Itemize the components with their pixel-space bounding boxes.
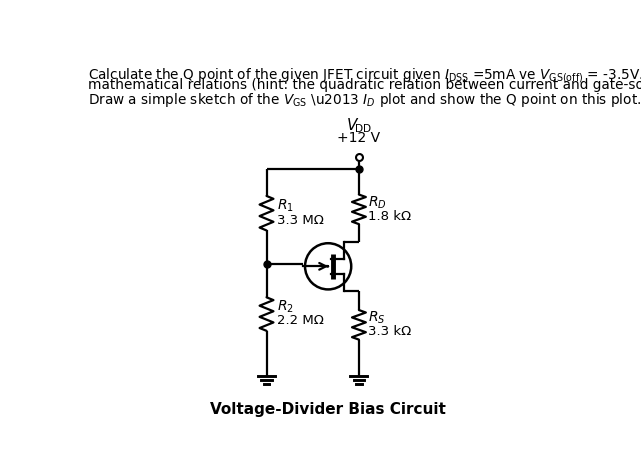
Text: 3.3 MΩ: 3.3 MΩ — [278, 214, 324, 227]
Text: +12 V: +12 V — [337, 131, 381, 146]
Text: 1.8 kΩ: 1.8 kΩ — [368, 210, 412, 223]
Text: Voltage-Divider Bias Circuit: Voltage-Divider Bias Circuit — [210, 402, 446, 417]
Text: $\mathit{R}_2$: $\mathit{R}_2$ — [278, 299, 294, 315]
Text: 2.2 MΩ: 2.2 MΩ — [278, 314, 324, 328]
Text: $\mathit{V}_{\!\mathrm{DD}}$: $\mathit{V}_{\!\mathrm{DD}}$ — [345, 117, 372, 136]
Text: $\mathit{R}_S$: $\mathit{R}_S$ — [368, 310, 386, 326]
Text: $\mathit{R}_1$: $\mathit{R}_1$ — [278, 198, 294, 214]
Text: mathematical relations (hint: the quadratic relation between current and gate-so: mathematical relations (hint: the quadra… — [88, 78, 641, 92]
Text: Calculate the Q point of the given JFET circuit given $I_{\rm DSS}$ =5mA ve $V_{: Calculate the Q point of the given JFET … — [88, 66, 641, 85]
Text: 3.3 kΩ: 3.3 kΩ — [368, 325, 412, 338]
Text: $\mathit{R}_D$: $\mathit{R}_D$ — [368, 194, 387, 210]
Text: Draw a simple sketch of the $V_{\rm GS}$ \u2013 $I_D$ plot and show the Q point : Draw a simple sketch of the $V_{\rm GS}$… — [88, 91, 641, 109]
